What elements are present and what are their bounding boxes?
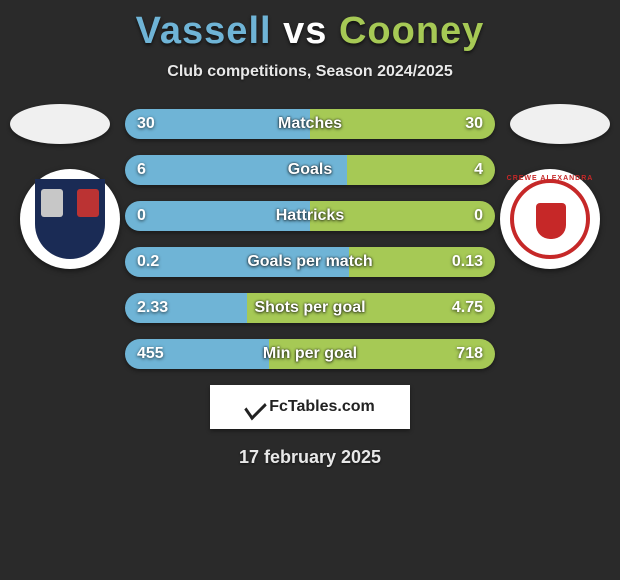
stat-bar: 00Hattricks	[125, 201, 495, 231]
date-label: 17 february 2025	[0, 447, 620, 468]
page-title: Vassell vs Cooney	[0, 0, 620, 53]
stat-bar: 0.20.13Goals per match	[125, 247, 495, 277]
stat-label: Hattricks	[125, 201, 495, 231]
player1-photo	[10, 104, 110, 144]
stat-label: Goals per match	[125, 247, 495, 277]
player2-photo	[510, 104, 610, 144]
stat-bars: 3030Matches 64Goals 00Hattricks 0.20.13Goal…	[125, 109, 495, 369]
stat-bar: 3030Matches	[125, 109, 495, 139]
title-player2: Cooney	[339, 10, 484, 52]
branding-badge: FcTables.com	[210, 385, 410, 429]
stat-bar: 2.334.75Shots per goal	[125, 293, 495, 323]
stat-bar: 64Goals	[125, 155, 495, 185]
stats-section: CREWE ALEXANDRA 3030Matches 64Goals 00Hatt…	[0, 109, 620, 369]
title-vs: vs	[283, 10, 327, 52]
title-player1: Vassell	[136, 10, 272, 52]
stat-label: Goals	[125, 155, 495, 185]
branding-logo-icon	[245, 398, 263, 416]
stat-bar: 455718Min per goal	[125, 339, 495, 369]
player1-club-crest	[20, 169, 120, 269]
stat-label: Min per goal	[125, 339, 495, 369]
player2-club-crest: CREWE ALEXANDRA	[500, 169, 600, 269]
subtitle: Club competitions, Season 2024/2025	[0, 63, 620, 81]
stat-label: Shots per goal	[125, 293, 495, 323]
player2-club-name: CREWE ALEXANDRA	[500, 175, 600, 182]
stat-label: Matches	[125, 109, 495, 139]
branding-text: FcTables.com	[269, 398, 375, 416]
